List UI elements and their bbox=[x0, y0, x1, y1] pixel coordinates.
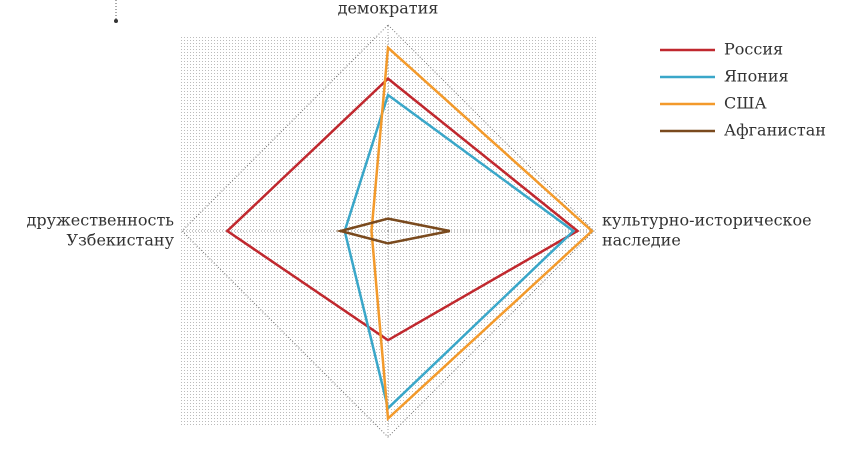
axis-label: демократия bbox=[338, 0, 439, 18]
legend-label: Япония bbox=[724, 67, 789, 86]
legend-label: США bbox=[724, 94, 767, 113]
series-polygon bbox=[335, 217, 451, 245]
series-polygon bbox=[370, 45, 594, 422]
decoration bbox=[114, 19, 118, 23]
axis-label: культурно-историческое bbox=[602, 211, 812, 230]
radar-outline bbox=[181, 24, 595, 438]
legend-label: Россия bbox=[724, 40, 783, 59]
axis-label: дружественность bbox=[27, 211, 175, 230]
axis-label: наследие bbox=[602, 231, 681, 250]
axis-label: Узбекистану bbox=[67, 231, 175, 250]
legend-label: Афганистан bbox=[724, 121, 826, 140]
series-polygon bbox=[225, 76, 580, 342]
axis-label: военная мощь bbox=[328, 443, 448, 449]
